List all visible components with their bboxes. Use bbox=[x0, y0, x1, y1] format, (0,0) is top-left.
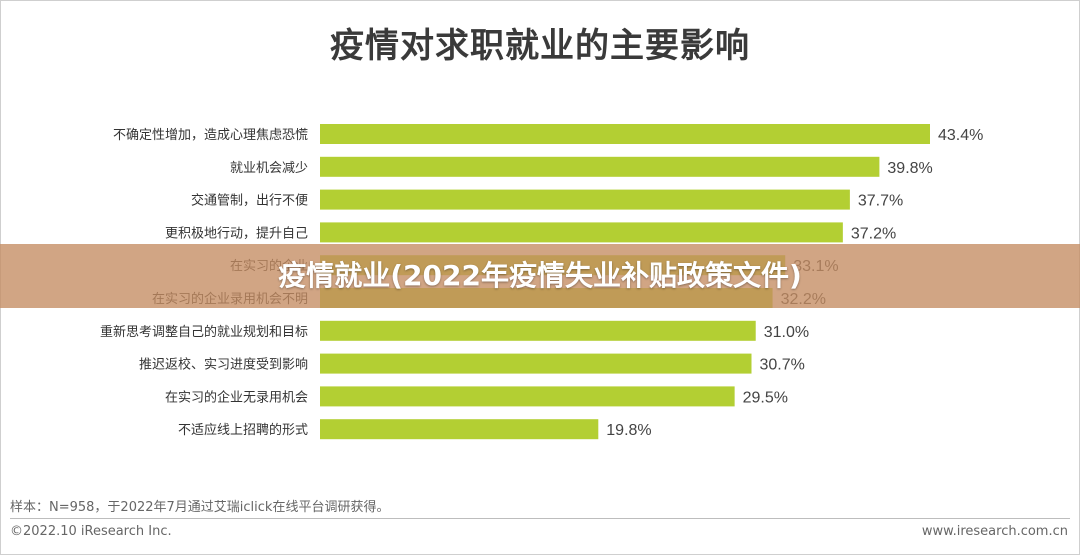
footer-divider bbox=[10, 518, 1070, 519]
sample-footnote: 样本：N=958，于2022年7月通过艾瑞iclick在线平台调研获得。 bbox=[10, 500, 390, 515]
copyright-text: ©2022.10 iResearch Inc. bbox=[10, 524, 172, 539]
value-label-1: 39.8% bbox=[887, 160, 932, 177]
category-label-1: 就业机会减少 bbox=[230, 161, 308, 176]
category-label-6: 重新思考调整自己的就业规划和目标 bbox=[100, 324, 308, 340]
bar-9 bbox=[320, 419, 599, 440]
category-label-0: 不确定性增加，造成心理焦虑恐慌 bbox=[113, 128, 308, 143]
category-label-8: 在实习的企业无录用机会 bbox=[165, 389, 308, 405]
bar-3 bbox=[320, 222, 843, 243]
bar-1 bbox=[320, 156, 880, 177]
bar-2 bbox=[320, 189, 850, 210]
bar-7 bbox=[320, 353, 752, 374]
value-label-9: 19.8% bbox=[606, 422, 651, 439]
value-label-8: 29.5% bbox=[743, 389, 788, 406]
category-label-9: 不适应线上招聘的形式 bbox=[178, 422, 308, 438]
value-label-7: 30.7% bbox=[759, 357, 804, 374]
category-label-3: 更积极地行动，提升自己 bbox=[165, 225, 308, 241]
value-label-0: 43.4% bbox=[938, 127, 983, 144]
bar-8 bbox=[320, 386, 735, 407]
value-label-3: 37.2% bbox=[851, 225, 896, 242]
bar-0 bbox=[320, 124, 930, 144]
category-label-2: 交通管制，出行不便 bbox=[191, 193, 308, 209]
chart-title: 疫情对求职就业的主要影响 bbox=[330, 26, 750, 66]
bar-6 bbox=[320, 320, 756, 341]
value-label-6: 31.0% bbox=[764, 324, 809, 341]
category-label-7: 推迟返校、实习进度受到影响 bbox=[139, 357, 308, 373]
overlay-band bbox=[0, 244, 1080, 308]
overlay-caption: 疫情就业(2022年疫情失业补贴政策文件) bbox=[278, 259, 802, 292]
website-link[interactable]: www.iresearch.com.cn bbox=[921, 524, 1068, 539]
value-label-2: 37.7% bbox=[858, 193, 903, 210]
